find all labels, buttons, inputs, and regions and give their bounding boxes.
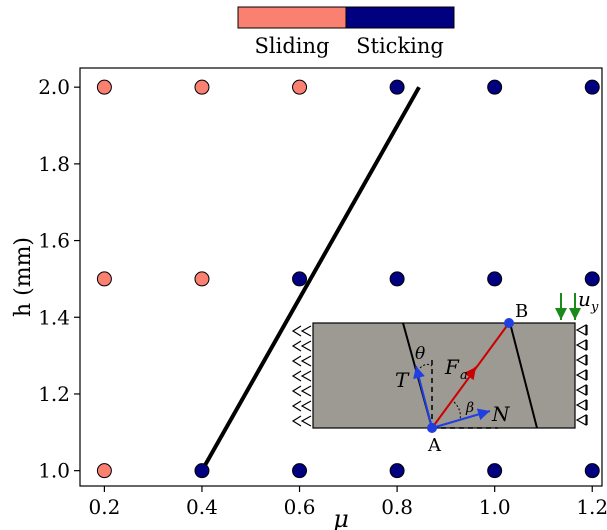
label-Fa-sub: a (460, 368, 468, 383)
label-uy-sub: y (590, 300, 599, 315)
support-hatch-left (291, 400, 312, 412)
label-Fa: F (444, 355, 460, 379)
data-points (96, 79, 600, 479)
point-B (504, 318, 514, 328)
point-sticking (389, 463, 405, 479)
x-axis-label: μ (333, 505, 349, 530)
support-triangle-right (575, 368, 588, 382)
point-sliding (194, 271, 210, 287)
point-A (427, 423, 437, 433)
point-sticking (389, 271, 405, 287)
x-tick-label: 0.8 (381, 495, 413, 519)
point-sticking (194, 463, 210, 479)
y-tick-label: 2.0 (38, 75, 70, 99)
plot-frame (79, 67, 603, 487)
y-axis-label: h (mm) (11, 237, 36, 317)
point-sliding (194, 79, 210, 95)
boundary-line (200, 86, 421, 472)
inset-diagram: A B T N F a θ β u y (291, 287, 599, 456)
legend-swatch-sliding (237, 6, 347, 29)
support-triangle-right (575, 353, 588, 367)
support-triangle-right (575, 398, 588, 412)
point-sliding (96, 463, 112, 479)
point-sticking (292, 463, 308, 479)
point-sticking (487, 79, 503, 95)
legend: Sliding Sticking (237, 6, 455, 58)
point-sticking (487, 463, 503, 479)
x-tick-label: 1.0 (479, 495, 511, 519)
y-tick-label: 1.8 (38, 152, 70, 176)
point-sticking (584, 271, 600, 287)
label-uy: u (578, 287, 591, 311)
support-triangle-right (575, 338, 588, 352)
axis-ticks (74, 86, 593, 492)
point-sticking (389, 79, 405, 95)
label-T: T (395, 368, 410, 392)
support-triangle-right (575, 323, 588, 337)
y-tick-label: 1.2 (38, 382, 70, 406)
x-tick-label: 0.6 (284, 495, 316, 519)
x-tick-label: 0.2 (88, 495, 120, 519)
T-vector (413, 365, 433, 429)
legend-label-sticking: Sticking (356, 34, 444, 58)
theta-arc (419, 363, 433, 369)
point-sliding (292, 79, 308, 95)
support-hatch-left (291, 340, 312, 352)
point-sticking (584, 79, 600, 95)
point-sticking (487, 271, 503, 287)
y-tick-label: 1.0 (38, 459, 70, 483)
x-tick-label: 1.2 (576, 495, 607, 519)
tick-labels: 0.2 0.4 0.6 0.8 1.0 1.2 1.0 1.2 1.4 1.6 1.8 2.0 (38, 75, 607, 519)
support-hatch-left (291, 370, 312, 382)
point-sliding (96, 79, 112, 95)
label-theta: θ (415, 344, 425, 364)
label-N: N (491, 402, 511, 426)
support-hatch-left (291, 355, 312, 367)
label-A: A (427, 435, 442, 456)
point-sliding (96, 271, 112, 287)
beta-arc (453, 401, 461, 421)
support-hatch-left (291, 385, 312, 397)
N-vector (431, 408, 491, 429)
legend-swatch-sticking (345, 6, 455, 29)
support-triangle-right (575, 413, 588, 427)
support-hatch-left (291, 415, 312, 427)
legend-label-sliding: Sliding (255, 34, 330, 58)
point-sticking (584, 463, 600, 479)
label-B: B (515, 301, 528, 322)
y-tick-label: 1.4 (38, 305, 70, 329)
inset-right-line (509, 322, 538, 429)
support-triangle-right (575, 383, 588, 397)
point-sticking (292, 271, 308, 287)
x-tick-label: 0.4 (186, 495, 218, 519)
support-hatch-left (291, 325, 312, 337)
y-tick-label: 1.6 (38, 229, 70, 253)
label-beta: β (465, 400, 474, 416)
force-arrow (464, 366, 477, 381)
